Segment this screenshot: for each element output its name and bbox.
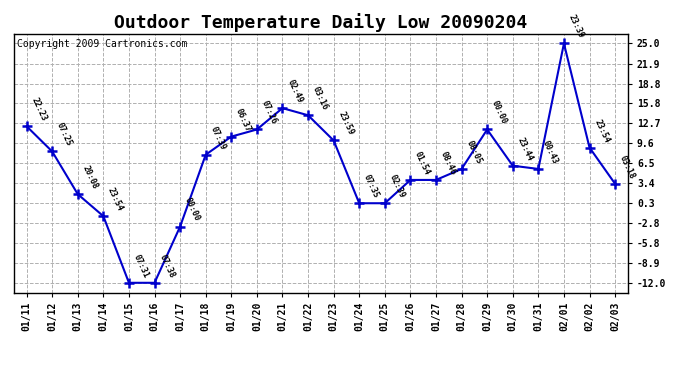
Text: 08:05: 08:05	[464, 139, 483, 165]
Text: 07:26: 07:26	[259, 99, 278, 126]
Text: 07:38: 07:38	[157, 253, 176, 279]
Text: 23:59: 23:59	[337, 111, 355, 137]
Text: Copyright 2009 Cartronics.com: Copyright 2009 Cartronics.com	[17, 39, 187, 49]
Text: 07:35: 07:35	[362, 173, 381, 200]
Title: Outdoor Temperature Daily Low 20090204: Outdoor Temperature Daily Low 20090204	[115, 13, 527, 32]
Text: 00:43: 00:43	[541, 139, 560, 165]
Text: 23:39: 23:39	[566, 13, 585, 40]
Text: 02:39: 02:39	[388, 173, 406, 200]
Text: 07:25: 07:25	[55, 122, 74, 148]
Text: 20:08: 20:08	[81, 164, 99, 190]
Text: 02:49: 02:49	[285, 78, 304, 105]
Text: 23:54: 23:54	[106, 186, 125, 213]
Text: 00:00: 00:00	[490, 99, 509, 126]
Text: 07:39: 07:39	[208, 125, 227, 151]
Text: 01:54: 01:54	[413, 150, 432, 176]
Text: 03:16: 03:16	[310, 85, 330, 112]
Text: 03:18: 03:18	[618, 154, 637, 180]
Text: 06:37: 06:37	[234, 106, 253, 133]
Text: 08:46: 08:46	[439, 150, 457, 176]
Text: 07:31: 07:31	[132, 253, 150, 279]
Text: 23:44: 23:44	[515, 136, 534, 162]
Text: 00:00: 00:00	[183, 196, 201, 223]
Text: 23:54: 23:54	[592, 118, 611, 144]
Text: 22:23: 22:23	[30, 96, 48, 123]
